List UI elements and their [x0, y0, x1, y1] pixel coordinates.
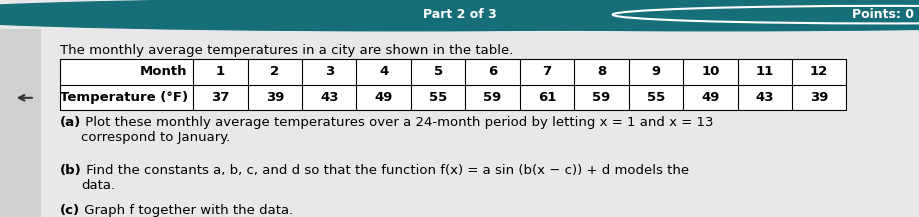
Text: 39: 39 — [266, 91, 284, 104]
Text: 39: 39 — [809, 91, 827, 104]
Text: Graph f together with the data.: Graph f together with the data. — [80, 204, 293, 217]
Text: (a): (a) — [60, 116, 81, 129]
Text: 5: 5 — [433, 66, 442, 79]
Text: Part 2 of 3: Part 2 of 3 — [423, 8, 496, 21]
Text: 43: 43 — [320, 91, 338, 104]
Text: 55: 55 — [428, 91, 447, 104]
Text: 2: 2 — [270, 66, 279, 79]
Bar — [60, 59, 845, 110]
Circle shape — [0, 0, 910, 31]
Text: (c): (c) — [60, 204, 80, 217]
Text: Temperature (°F): Temperature (°F) — [60, 91, 187, 104]
Text: 59: 59 — [592, 91, 610, 104]
Text: Find the constants a, b, c, and d so that the function f(x) = a sin (b(x − c)) +: Find the constants a, b, c, and d so tha… — [82, 164, 688, 192]
Text: 8: 8 — [596, 66, 606, 79]
Text: 6: 6 — [487, 66, 496, 79]
Text: 10: 10 — [700, 66, 719, 79]
Text: Points: 0: Points: 0 — [851, 8, 913, 21]
Text: 49: 49 — [700, 91, 719, 104]
Text: 43: 43 — [754, 91, 773, 104]
Text: 55: 55 — [646, 91, 664, 104]
Text: 11: 11 — [754, 66, 773, 79]
Text: 9: 9 — [651, 66, 660, 79]
Text: 3: 3 — [324, 66, 334, 79]
Text: 59: 59 — [482, 91, 501, 104]
Text: 61: 61 — [538, 91, 556, 104]
Text: Plot these monthly average temperatures over a 24-month period by letting x = 1 : Plot these monthly average temperatures … — [81, 116, 713, 144]
Bar — [0, 29, 41, 217]
Text: (b): (b) — [60, 164, 82, 178]
Text: 37: 37 — [211, 91, 230, 104]
Text: The monthly average temperatures in a city are shown in the table.: The monthly average temperatures in a ci… — [60, 44, 513, 57]
Text: 4: 4 — [379, 66, 388, 79]
Text: 7: 7 — [542, 66, 551, 79]
Text: 49: 49 — [374, 91, 392, 104]
Circle shape — [211, 0, 919, 31]
Text: 12: 12 — [809, 66, 827, 79]
Text: 1: 1 — [216, 66, 225, 79]
Text: Month: Month — [140, 66, 187, 79]
